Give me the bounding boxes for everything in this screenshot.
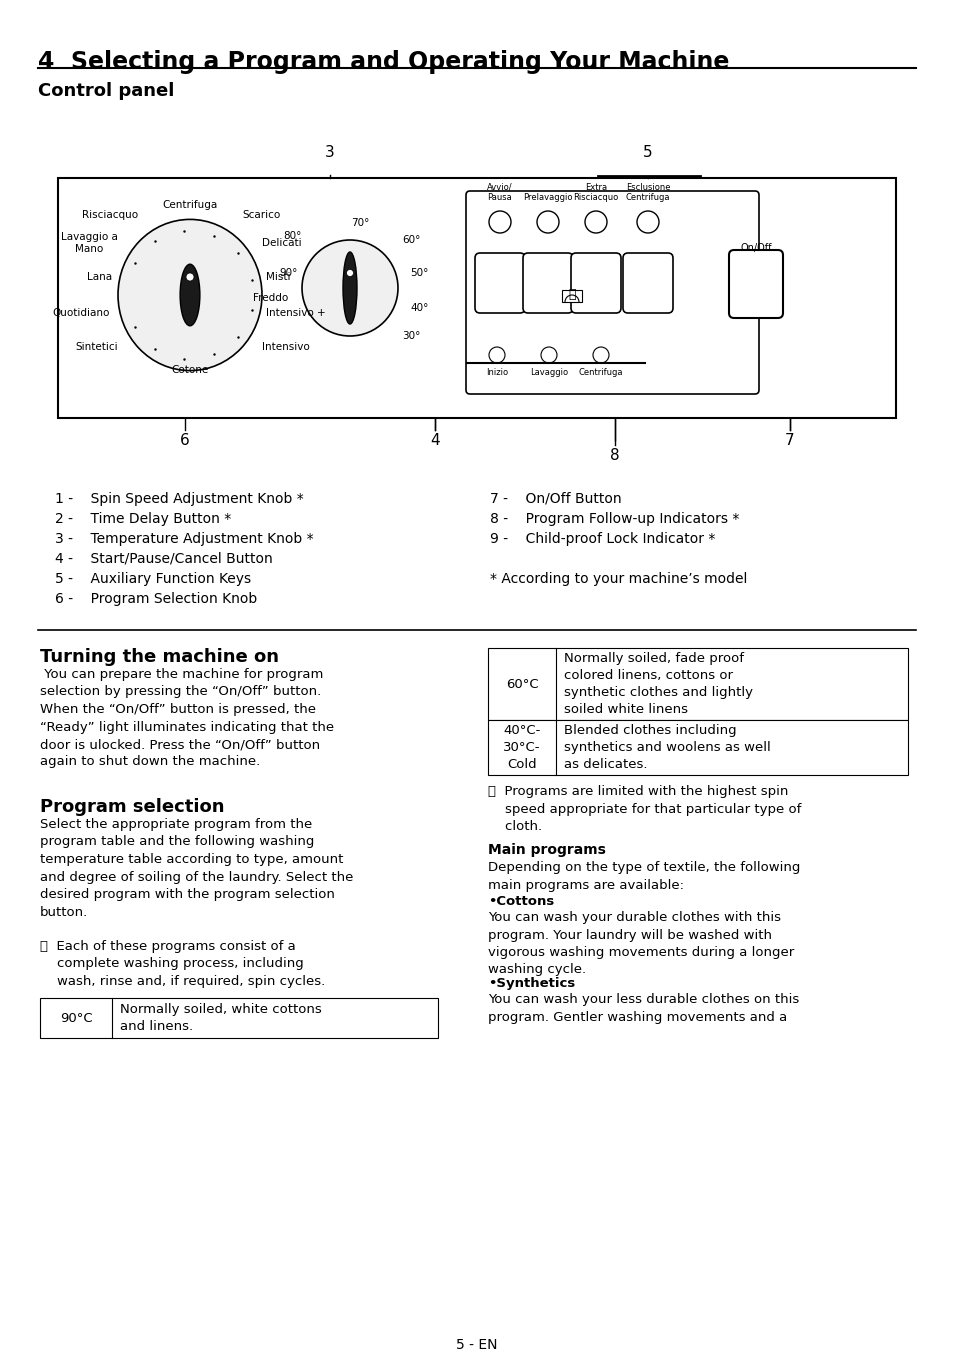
FancyBboxPatch shape: [622, 253, 672, 313]
Text: Extra
Risciacquo: Extra Risciacquo: [573, 183, 618, 202]
Text: 90°C: 90°C: [60, 1011, 92, 1025]
Text: Esclusione
Centrifuga: Esclusione Centrifuga: [625, 183, 670, 202]
Text: You can wash your less durable clothes on this
program. Gentler washing movement: You can wash your less durable clothes o…: [488, 992, 799, 1024]
Text: 4: 4: [430, 433, 439, 448]
Circle shape: [489, 211, 511, 233]
Ellipse shape: [180, 264, 200, 326]
Text: * According to your machine’s model: * According to your machine’s model: [490, 571, 746, 586]
Text: Select the appropriate program from the
program table and the following washing
: Select the appropriate program from the …: [40, 818, 353, 918]
Text: Freddo: Freddo: [253, 292, 288, 303]
Text: 6 -    Program Selection Knob: 6 - Program Selection Knob: [55, 592, 257, 607]
Text: Delicati: Delicati: [262, 238, 301, 248]
Text: 5 -    Auxiliary Function Keys: 5 - Auxiliary Function Keys: [55, 571, 251, 586]
Text: Normally soiled, white cottons
and linens.: Normally soiled, white cottons and linen…: [120, 1003, 321, 1033]
Text: Lavaggio: Lavaggio: [529, 368, 567, 376]
Text: You can wash your durable clothes with this
program. Your laundry will be washed: You can wash your durable clothes with t…: [488, 911, 794, 976]
Ellipse shape: [343, 252, 356, 324]
Text: 3 -    Temperature Adjustment Knob *: 3 - Temperature Adjustment Knob *: [55, 532, 314, 546]
FancyBboxPatch shape: [522, 253, 573, 313]
Bar: [488, 649, 907, 720]
Text: You can prepare the machine for program
selection by pressing the “On/Off” butto: You can prepare the machine for program …: [40, 668, 334, 769]
Text: Prelavaggio: Prelavaggio: [522, 194, 572, 202]
Circle shape: [540, 347, 557, 363]
Text: 5: 5: [642, 145, 652, 160]
Text: Lana: Lana: [87, 272, 112, 282]
Text: Control panel: Control panel: [38, 83, 174, 100]
Text: Centrifuga: Centrifuga: [162, 200, 217, 210]
Text: Quotidiano: Quotidiano: [52, 307, 110, 318]
Text: 6: 6: [180, 433, 190, 448]
Text: Inizio: Inizio: [485, 368, 508, 376]
FancyBboxPatch shape: [728, 250, 782, 318]
Text: On/Off: On/Off: [740, 242, 771, 253]
Text: Centrifuga: Centrifuga: [578, 368, 622, 376]
Text: 90°: 90°: [279, 268, 297, 278]
Text: Cotone: Cotone: [172, 366, 209, 375]
Text: •Synthetics: •Synthetics: [488, 978, 575, 990]
Text: Lavaggio a
Mano: Lavaggio a Mano: [61, 232, 118, 253]
Text: Intensivo +: Intensivo +: [266, 307, 325, 318]
Text: 8 -    Program Follow-up Indicators *: 8 - Program Follow-up Indicators *: [490, 512, 739, 525]
Text: 70°: 70°: [351, 218, 369, 227]
Circle shape: [593, 347, 608, 363]
Text: Risciacquo: Risciacquo: [82, 210, 138, 219]
Text: 50°: 50°: [410, 268, 428, 278]
Circle shape: [302, 240, 397, 336]
Bar: [58, 177, 895, 418]
Text: 4 -    Start/Pause/Cancel Button: 4 - Start/Pause/Cancel Button: [55, 552, 273, 566]
Text: 5 - EN: 5 - EN: [456, 1338, 497, 1353]
Text: Turning the machine on: Turning the machine on: [40, 649, 278, 666]
Bar: [561, 290, 581, 302]
Text: Scarico: Scarico: [242, 210, 280, 219]
Text: 8: 8: [610, 448, 619, 463]
Text: Program selection: Program selection: [40, 798, 224, 816]
Ellipse shape: [118, 219, 262, 371]
Text: Blended clothes including
synthetics and woolens as well
as delicates.: Blended clothes including synthetics and…: [563, 724, 770, 770]
Text: Sintetici: Sintetici: [75, 343, 118, 352]
Text: 7: 7: [784, 433, 794, 448]
Circle shape: [186, 274, 193, 282]
Text: 30°: 30°: [401, 330, 420, 341]
Circle shape: [584, 211, 606, 233]
Text: Intensivo: Intensivo: [262, 343, 310, 352]
FancyBboxPatch shape: [465, 191, 759, 394]
Text: 3: 3: [325, 145, 335, 160]
Circle shape: [489, 347, 504, 363]
Circle shape: [537, 211, 558, 233]
Text: ⚿: ⚿: [568, 288, 576, 302]
Text: ⓘ  Each of these programs consist of a
    complete washing process, including
 : ⓘ Each of these programs consist of a co…: [40, 940, 325, 988]
Text: 4  Selecting a Program and Operating Your Machine: 4 Selecting a Program and Operating Your…: [38, 50, 729, 74]
Circle shape: [346, 269, 354, 276]
Text: ⓘ  Programs are limited with the highest spin
    speed appropriate for that par: ⓘ Programs are limited with the highest …: [488, 785, 801, 833]
Text: Misti: Misti: [266, 272, 291, 282]
Text: 1 -    Spin Speed Adjustment Knob *: 1 - Spin Speed Adjustment Knob *: [55, 492, 303, 506]
Text: 60°: 60°: [401, 236, 420, 245]
Bar: [488, 720, 907, 774]
Text: Depending on the type of textile, the following
main programs are available:: Depending on the type of textile, the fo…: [488, 861, 800, 891]
Text: Normally soiled, fade proof
colored linens, cottons or
synthetic clothes and lig: Normally soiled, fade proof colored line…: [563, 653, 752, 716]
Text: 40°C-
30°C-
Cold: 40°C- 30°C- Cold: [503, 724, 540, 770]
Text: 2 -    Time Delay Button *: 2 - Time Delay Button *: [55, 512, 231, 525]
FancyBboxPatch shape: [571, 253, 620, 313]
Text: 9 -    Child-proof Lock Indicator *: 9 - Child-proof Lock Indicator *: [490, 532, 715, 546]
FancyBboxPatch shape: [475, 253, 524, 313]
Text: Main programs: Main programs: [488, 844, 605, 857]
Bar: [40, 998, 437, 1039]
Text: Avvio/
Pausa: Avvio/ Pausa: [487, 183, 513, 202]
Text: 80°: 80°: [283, 232, 302, 241]
Text: •Cottons: •Cottons: [488, 895, 554, 909]
Circle shape: [637, 211, 659, 233]
Text: 60°C: 60°C: [505, 677, 537, 691]
Text: 7 -    On/Off Button: 7 - On/Off Button: [490, 492, 621, 506]
Text: 40°: 40°: [410, 303, 428, 313]
